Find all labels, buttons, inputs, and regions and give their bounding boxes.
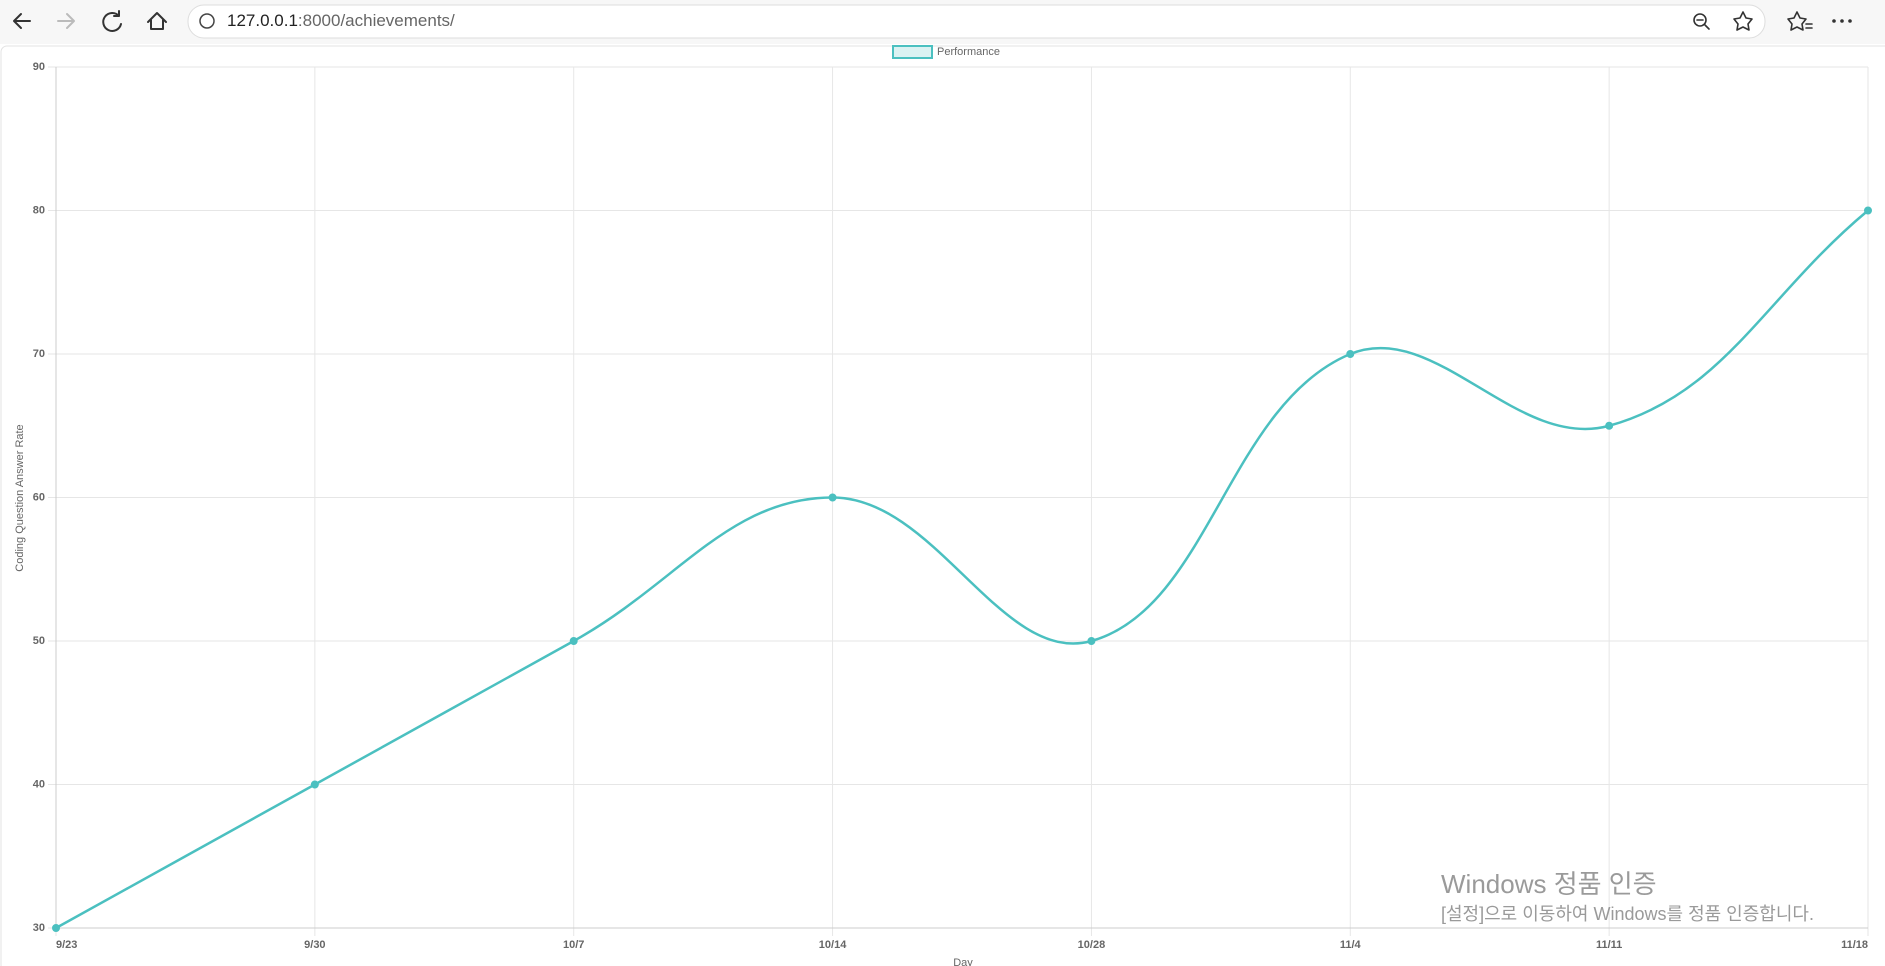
watermark-text: [설정]으로 이동하여 Windows를 정품 인증합니다. [1441, 904, 1814, 924]
site-info[interactable] [199, 13, 215, 29]
url-path: :8000/achievements/ [298, 11, 455, 30]
x-tick-label: 10/7 [563, 939, 584, 951]
forward-button[interactable] [57, 13, 75, 29]
back-button[interactable] [13, 13, 31, 29]
x-tick-label: 10/28 [1078, 939, 1106, 951]
y-tick-label: 50 [33, 635, 45, 647]
home-button[interactable] [147, 12, 167, 30]
point [569, 637, 578, 645]
point [52, 924, 60, 932]
chart: 30 40 50 60 70 80 90 9/23 9/30 10/7 10/14 10/28 11/4… [33, 45, 1872, 951]
zoom-button[interactable] [1693, 13, 1710, 30]
point [828, 493, 837, 502]
favorites-button[interactable] [1787, 11, 1813, 31]
y-tick-label: 80 [33, 204, 45, 216]
x-tick-label: 11/4 [1340, 939, 1362, 951]
favorite-button[interactable] [1733, 11, 1753, 31]
x-tick-label: 10/14 [819, 939, 847, 951]
x-tick-label: 11/18 [1841, 939, 1868, 951]
url-host: 127.0.0.1 [227, 11, 298, 30]
y-axis-title: Coding Question Answer Rate [14, 424, 26, 571]
watermark-title: Windows 정품 인증 [1441, 869, 1657, 899]
x-tick-label: 9/23 [56, 939, 77, 951]
x-tick-label: 9/30 [304, 939, 325, 951]
point [1087, 637, 1096, 645]
legend-label: Performance [937, 46, 1000, 58]
address-bar[interactable] [187, 4, 1766, 39]
point [1346, 350, 1355, 358]
y-tick-label: 40 [33, 778, 45, 790]
point [1605, 421, 1614, 430]
legend-swatch [892, 45, 933, 59]
more-button[interactable] [1832, 19, 1852, 23]
y-tick-label: 30 [33, 922, 45, 934]
y-tick-label: 60 [33, 491, 45, 503]
y-tick-label: 70 [33, 348, 45, 360]
line [55, 209, 1869, 930]
page-frame [0, 45, 1885, 966]
url[interactable]: 127.0.0.1:8000/achievements/ [227, 11, 455, 30]
x-tick-label: 11/11 [1596, 939, 1622, 951]
y-tick-label: 90 [33, 61, 45, 73]
point [1864, 206, 1872, 215]
refresh-button[interactable] [102, 10, 122, 32]
point [310, 780, 319, 789]
x-axis-title: Day [953, 957, 973, 966]
